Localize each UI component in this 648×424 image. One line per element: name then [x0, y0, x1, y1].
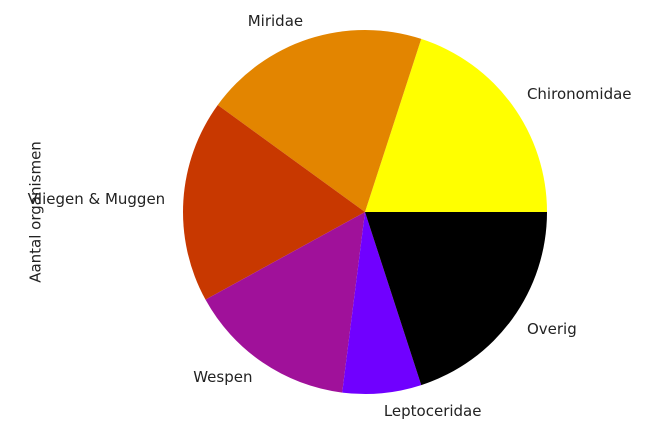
slice-label: Miridae: [248, 12, 303, 30]
slice-label: Vliegen & Muggen: [28, 190, 166, 208]
pie-slice: [183, 105, 365, 300]
slice-label: Leptoceridae: [384, 402, 482, 420]
pie-slice: [205, 212, 365, 393]
pie-slice: [342, 212, 422, 394]
slice-label: Overig: [527, 320, 577, 338]
pie-slice: [217, 30, 422, 213]
pie-slice: [365, 212, 547, 386]
slice-label: Wespen: [193, 368, 252, 386]
pie-slice: [365, 38, 547, 212]
y-axis-label: Aantal organismen: [27, 141, 45, 283]
slice-label: Chironomidae: [527, 85, 632, 103]
